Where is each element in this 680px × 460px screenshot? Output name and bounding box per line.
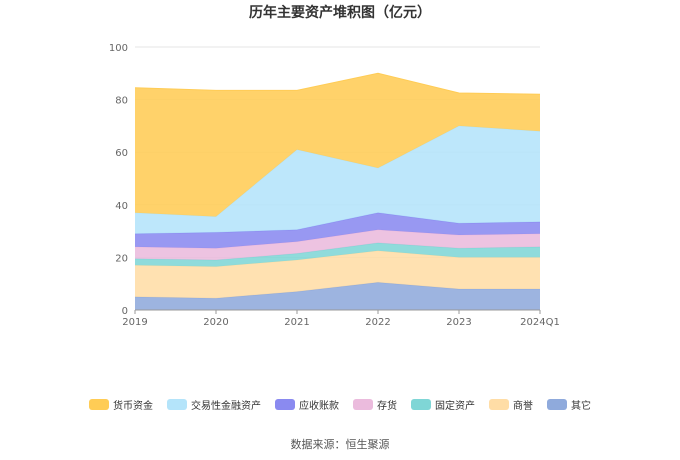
x-tick-label: 2020 xyxy=(203,317,228,328)
legend-label: 固定资产 xyxy=(435,401,475,412)
area-series-6 xyxy=(135,73,540,217)
area-series-3 xyxy=(135,229,540,260)
legend: 货币资金 交易性金融资产 应收账款 存货 固定资产 商誉 其它 xyxy=(0,397,680,412)
legend-swatch xyxy=(489,399,509,410)
x-tick-label: 2019 xyxy=(122,317,147,328)
y-tick-label: 60 xyxy=(115,148,128,159)
area-series-5 xyxy=(135,125,540,234)
legend-item[interactable]: 应收账款 xyxy=(275,397,339,412)
area-series-1 xyxy=(135,250,540,299)
legend-label: 货币资金 xyxy=(113,401,153,412)
legend-item[interactable]: 商誉 xyxy=(489,397,533,412)
legend-item[interactable]: 其它 xyxy=(547,397,591,412)
legend-label: 交易性金融资产 xyxy=(191,401,261,412)
legend-item[interactable]: 交易性金融资产 xyxy=(167,397,261,412)
y-tick-label: 80 xyxy=(115,96,128,107)
y-tick-label: 40 xyxy=(115,201,128,212)
chart-title: 历年主要资产堆积图（亿元） xyxy=(249,5,431,21)
y-tick-label: 0 xyxy=(122,306,128,317)
x-tick-label: 2021 xyxy=(284,317,309,328)
legend-label: 其它 xyxy=(571,401,591,412)
area-series-edge-6 xyxy=(134,72,541,95)
legend-label: 存货 xyxy=(377,401,397,412)
area-series-4 xyxy=(135,212,540,249)
area-series-0 xyxy=(135,282,540,310)
legend-label: 应收账款 xyxy=(299,401,339,412)
y-tick-label: 20 xyxy=(115,253,128,264)
legend-swatch xyxy=(353,399,373,410)
source-note: 数据来源：恒生聚源 xyxy=(290,438,390,451)
legend-swatch xyxy=(89,399,109,410)
x-tick-label: 2022 xyxy=(365,317,390,328)
legend-swatch xyxy=(167,399,187,410)
legend-swatch xyxy=(547,399,567,410)
legend-label: 商誉 xyxy=(513,401,533,412)
x-tick-label: 2024Q1 xyxy=(520,317,560,328)
area-series-2 xyxy=(135,242,540,267)
x-tick-label: 2023 xyxy=(446,317,471,328)
y-tick-label: 100 xyxy=(109,43,128,54)
legend-item[interactable]: 存货 xyxy=(353,397,397,412)
legend-item[interactable]: 货币资金 xyxy=(89,397,153,412)
legend-item[interactable]: 固定资产 xyxy=(411,397,475,412)
legend-swatch xyxy=(411,399,431,410)
legend-swatch xyxy=(275,399,295,410)
